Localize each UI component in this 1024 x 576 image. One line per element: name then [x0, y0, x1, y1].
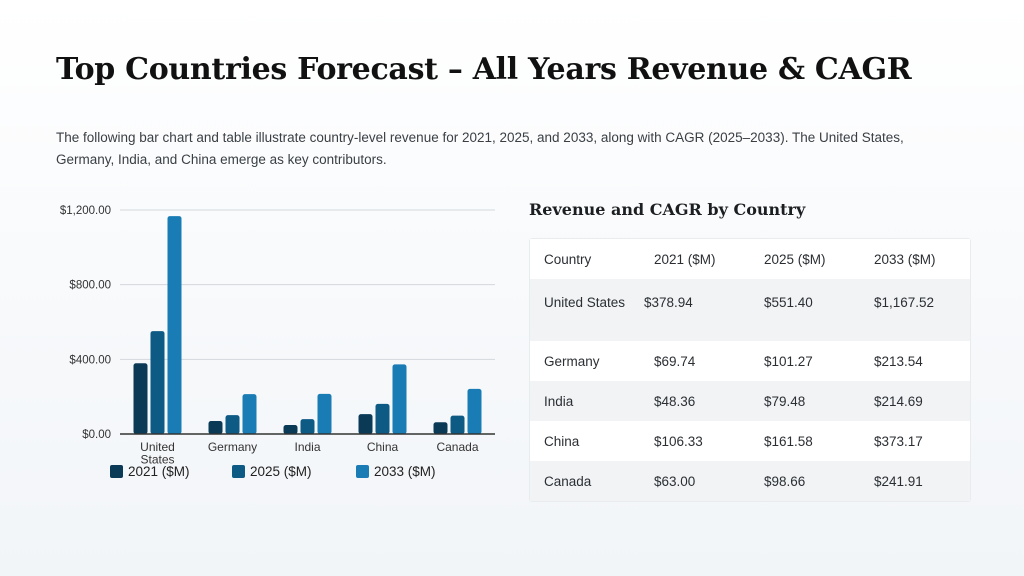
country-cell: United States: [544, 295, 626, 310]
bar: [225, 415, 240, 434]
x-tick-label: India: [294, 440, 320, 454]
country-cell: China: [544, 434, 580, 449]
x-tick-label: China: [367, 440, 399, 454]
x-tick-label: United: [140, 440, 175, 454]
legend-swatch: [232, 465, 245, 478]
value-cell: $378.94: [644, 295, 693, 310]
legend-label: 2025 ($M): [250, 464, 312, 479]
value-cell: $106.33: [654, 434, 703, 449]
bar: [450, 415, 465, 434]
intro-text: The following bar chart and table illust…: [56, 130, 904, 167]
bar: [375, 403, 390, 434]
table-title: Revenue and CAGR by Country: [529, 200, 806, 219]
value-cell: $1,167.52: [874, 295, 935, 310]
bar: [317, 393, 332, 434]
revenue-table: Country 2021 ($M) 2025 ($M) 2033 ($M) Un…: [529, 238, 971, 502]
value-cell: $48.36: [654, 394, 696, 409]
value-cell: $373.17: [874, 434, 923, 449]
bar: [433, 422, 448, 434]
bar: [392, 364, 407, 434]
bar: [133, 363, 148, 434]
y-tick-label: $1,200.00: [60, 205, 111, 217]
bar: [208, 420, 223, 434]
table-row: Germany $69.74 $101.27 $213.54: [530, 341, 970, 381]
x-tick-label: Germany: [208, 440, 257, 454]
column-header: 2021 ($M): [654, 251, 716, 267]
y-tick-label: $400.00: [69, 354, 111, 366]
legend-label: 2033 ($M): [374, 464, 436, 479]
table-header-row: Country 2021 ($M) 2025 ($M) 2033 ($M): [530, 239, 970, 279]
legend-label: 2021 ($M): [128, 464, 190, 479]
value-cell: $63.00: [654, 474, 696, 489]
value-cell: $214.69: [874, 394, 923, 409]
value-cell: $551.40: [764, 295, 813, 310]
table-row: Canada $63.00 $98.66 $241.91: [530, 461, 970, 501]
bar: [150, 331, 165, 434]
table-row: China $106.33 $161.58 $373.17: [530, 421, 970, 461]
page-title: Top Countries Forecast – All Years Reven…: [56, 52, 912, 87]
y-tick-label: $800.00: [69, 280, 111, 292]
x-tick-label: Canada: [436, 440, 478, 454]
table-row: India $48.36 $79.48 $214.69: [530, 381, 970, 421]
bar: [167, 216, 182, 434]
legend-swatch: [110, 465, 123, 478]
table-row: United States $378.94 $551.40 $1,167.52: [530, 279, 970, 341]
country-cell: India: [544, 394, 574, 409]
bar: [467, 388, 482, 434]
value-cell: $79.48: [764, 394, 806, 409]
value-cell: $101.27: [764, 354, 813, 369]
bar: [300, 419, 315, 434]
value-cell: $161.58: [764, 434, 813, 449]
y-tick-label: $0.00: [82, 429, 111, 441]
column-header: 2025 ($M): [764, 251, 826, 267]
column-header: 2033 ($M): [874, 251, 936, 267]
value-cell: $213.54: [874, 354, 923, 369]
country-cell: Canada: [544, 474, 592, 489]
revenue-bar-chart: $0.00 $400.00 $800.00 $1,200.00 UnitedStates…: [60, 205, 495, 479]
bar: [283, 424, 298, 434]
value-cell: $98.66: [764, 474, 806, 489]
value-cell: $69.74: [654, 354, 696, 369]
x-tick-label: States: [140, 453, 174, 467]
legend-swatch: [356, 465, 369, 478]
bar: [358, 414, 373, 434]
bar: [242, 394, 257, 434]
value-cell: $241.91: [874, 474, 923, 489]
country-cell: Germany: [544, 354, 600, 369]
column-header: Country: [544, 251, 592, 267]
